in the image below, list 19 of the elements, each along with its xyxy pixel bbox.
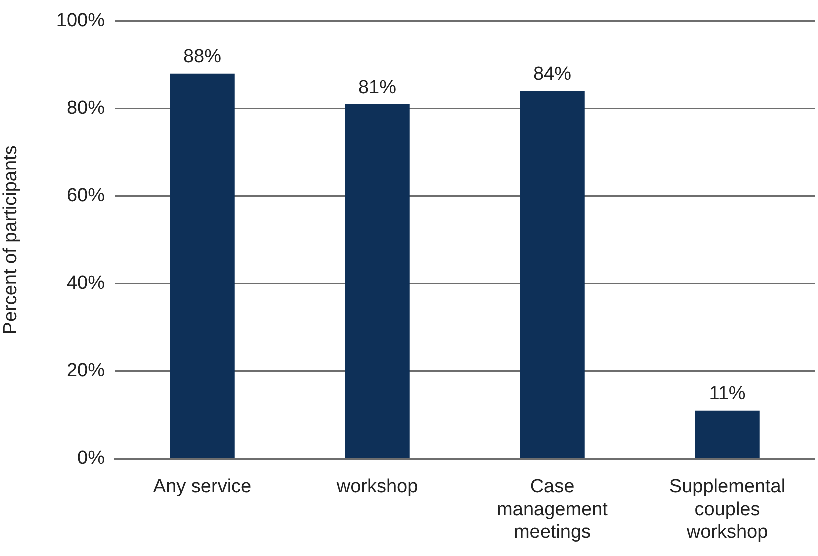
data-label: 11% (709, 384, 746, 405)
x-tick-label: Case management meetings (497, 476, 609, 544)
x-tick-label: Supplemental couples workshop (669, 476, 786, 544)
y-tick-label: 100% (56, 10, 106, 32)
data-label: 84% (533, 64, 572, 86)
y-tick-label: 20% (66, 360, 106, 382)
y-tick-label: 40% (66, 273, 106, 294)
y-tick-label: 0% (78, 448, 106, 470)
x-tick-label: Any service (153, 476, 252, 498)
bar (345, 104, 410, 458)
data-label: 81% (358, 77, 397, 98)
x-tick-label: workshop (336, 476, 418, 498)
bar (520, 91, 585, 458)
bar (695, 410, 760, 458)
y-tick-label: 80% (66, 98, 106, 120)
data-label: 88% (183, 46, 222, 68)
y-axis-title: Percent of participants (0, 146, 22, 335)
bar (170, 74, 235, 458)
y-tick-label: 60% (66, 186, 106, 207)
